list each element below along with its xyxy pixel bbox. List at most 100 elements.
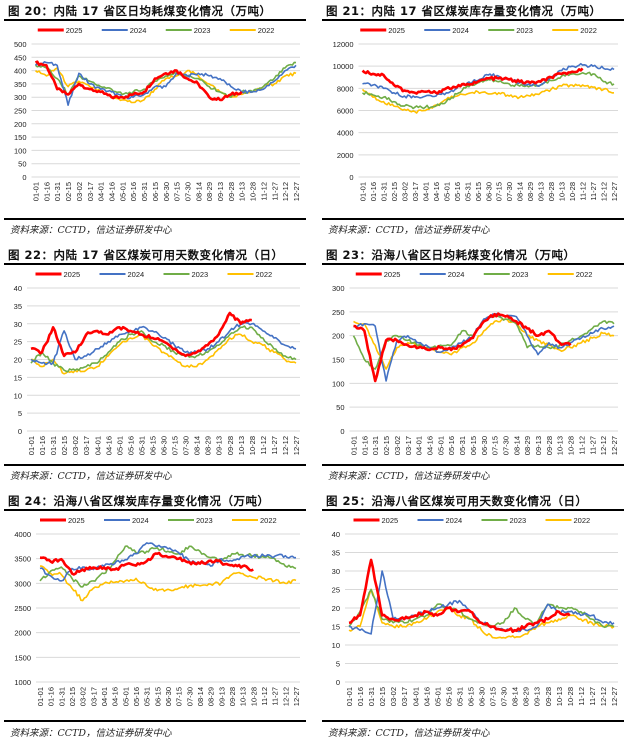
title-divider: [322, 263, 624, 265]
x-tick-label: 06-30: [164, 687, 173, 706]
y-tick-label: 200: [14, 120, 27, 129]
x-tick-label: 05-01: [121, 687, 130, 706]
x-tick-label: 03-02: [389, 687, 398, 706]
x-tick-label: 01-01: [345, 687, 354, 706]
legend-label-2022: 2022: [256, 270, 273, 279]
y-tick-label: 200: [332, 332, 345, 341]
x-tick-label: 09-28: [544, 687, 553, 706]
x-tick-label: 09-28: [228, 687, 237, 706]
x-tick-label: 10-28: [249, 182, 258, 201]
x-tick-label: 05-16: [126, 436, 135, 455]
y-tick-label: 0: [22, 173, 26, 182]
x-tick-label: 01-16: [356, 687, 365, 706]
x-tick-label: 05-31: [143, 687, 152, 706]
y-tick-label: 1500: [14, 653, 31, 662]
x-tick-label: 08-29: [523, 436, 532, 455]
y-tick-label: 100: [14, 146, 27, 155]
series-line-2024: [39, 542, 296, 582]
x-tick-label: 05-31: [137, 436, 146, 455]
x-tick-label: 12-27: [610, 182, 619, 201]
legend-label-2025: 2025: [68, 516, 85, 525]
y-tick-label: 450: [14, 53, 27, 62]
series-line-2024: [34, 61, 297, 106]
title-divider: [4, 19, 306, 21]
y-tick-label: 10: [14, 391, 22, 400]
x-tick-label: 03-17: [404, 436, 413, 455]
x-tick-label: 02-15: [382, 436, 391, 455]
x-tick-label: 02-15: [378, 687, 387, 706]
x-tick-label: 06-15: [153, 687, 162, 706]
y-tick-label: 10000: [333, 62, 354, 71]
x-tick-label: 01-16: [42, 182, 51, 201]
y-tick-label: 20: [332, 604, 340, 613]
x-tick-label: 12-12: [281, 436, 290, 455]
x-tick-label: 04-01: [100, 687, 109, 706]
x-tick-label: 01-01: [32, 182, 41, 201]
source-note: 资料来源：CCTD，信达证券研发中心: [328, 728, 490, 739]
title-divider: [322, 509, 624, 511]
x-tick-label: 12-12: [600, 182, 609, 201]
chart-title: 图 25：沿海八省区煤炭可用天数变化情况（日）: [326, 494, 588, 508]
x-tick-label: 01-16: [369, 182, 378, 201]
x-tick-label: 03-02: [393, 436, 402, 455]
panel-fig24: 图 24：沿海八省区煤炭库存量变化情况（万吨） 1000 1500 2000 2500…: [0, 490, 310, 739]
chart-title: 图 20：内陆 17 省区日均耗煤变化情况（万吨）: [8, 4, 272, 18]
x-tick-label: 01-16: [47, 687, 56, 706]
legend-label-2022: 2022: [576, 270, 593, 279]
chart-title: 图 23：沿海八省区日均耗煤变化情况（万吨）: [326, 248, 576, 262]
y-tick-label: 50: [18, 160, 26, 169]
y-tick-label: 40: [332, 530, 340, 539]
x-tick-label: 10-28: [566, 687, 575, 706]
x-tick-label: 10-13: [556, 436, 565, 455]
x-tick-label: 06-15: [466, 687, 475, 706]
x-tick-label: 06-15: [151, 182, 160, 201]
x-tick-label: 05-01: [433, 687, 442, 706]
y-tick-label: 35: [14, 302, 22, 311]
x-tick-label: 05-16: [132, 687, 141, 706]
x-tick-label: 04-16: [432, 182, 441, 201]
x-tick-label: 05-01: [436, 436, 445, 455]
y-tick-label: 0: [349, 173, 353, 182]
x-tick-label: 01-01: [359, 182, 368, 201]
y-tick-label: 4000: [337, 129, 354, 138]
panel-fig20: 图 20：内陆 17 省区日均耗煤变化情况（万吨） 0 50 100 150 200 25…: [0, 0, 310, 244]
x-tick-label: 06-30: [160, 436, 169, 455]
x-tick-label: 08-29: [207, 687, 216, 706]
x-tick-label: 10-13: [239, 687, 248, 706]
legend-label-2022: 2022: [574, 516, 591, 525]
legend-label-2022: 2022: [580, 26, 597, 35]
y-tick-label: 25: [332, 586, 340, 595]
x-tick-label: 03-02: [400, 182, 409, 201]
x-tick-label: 10-13: [238, 182, 247, 201]
source-note: 资料来源：CCTD，信达证券研发中心: [10, 471, 172, 482]
x-tick-label: 10-28: [248, 436, 257, 455]
x-tick-label: 07-15: [171, 436, 180, 455]
x-tick-label: 12-12: [599, 436, 608, 455]
x-tick-label: 06-30: [484, 182, 493, 201]
series-line-2022: [361, 83, 615, 114]
x-tick-label: 01-31: [49, 436, 58, 455]
x-tick-label: 01-16: [38, 436, 47, 455]
legend-label-2022: 2022: [260, 516, 277, 525]
x-tick-label: 05-31: [140, 182, 149, 201]
x-tick-label: 04-01: [93, 436, 102, 455]
x-tick-label: 04-16: [422, 687, 431, 706]
y-tick-label: 2000: [14, 629, 31, 638]
x-tick-label: 10-28: [249, 687, 258, 706]
x-tick-label: 07-15: [173, 182, 182, 201]
legend-label-2023: 2023: [516, 26, 533, 35]
y-tick-label: 8000: [337, 84, 354, 93]
series-line-2025: [39, 551, 254, 576]
series-line-2022: [353, 318, 615, 370]
series-line-2024: [353, 313, 615, 382]
x-tick-label: 04-16: [107, 182, 116, 201]
x-tick-label: 08-14: [516, 182, 525, 201]
x-tick-label: 01-31: [367, 687, 376, 706]
x-tick-label: 12-12: [281, 182, 290, 201]
title-divider: [322, 19, 624, 21]
y-tick-label: 30: [14, 320, 22, 329]
x-tick-label: 11-27: [271, 687, 280, 706]
x-tick-label: 07-15: [495, 182, 504, 201]
x-tick-label: 11-12: [260, 687, 269, 706]
